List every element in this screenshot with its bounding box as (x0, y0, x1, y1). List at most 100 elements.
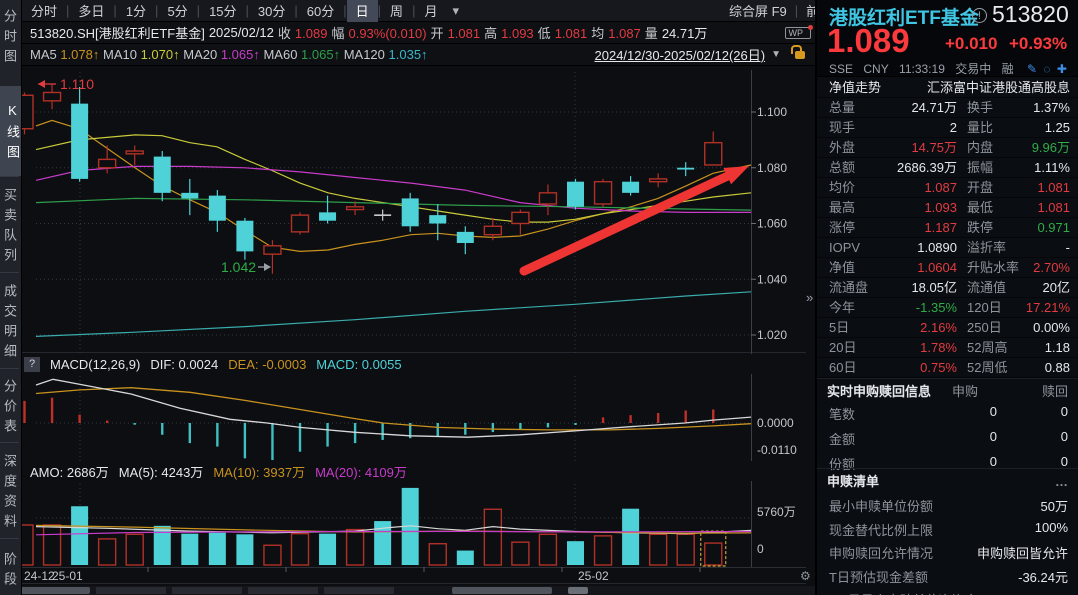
ma-label: MA10 (103, 47, 141, 62)
period-tab-分时[interactable]: 分时 (31, 4, 58, 19)
margin-flag: 融 (1001, 62, 1014, 76)
field-label: 量 (644, 26, 658, 41)
quote-row-均价: 均价 1.087 开盘 1.081 (817, 178, 1078, 198)
left-tab-7[interactable]: 阶段复盘 (0, 538, 19, 595)
macd-value: MACD: 0.0055 (316, 356, 402, 372)
amo-value: AMO: 2686万 (30, 464, 109, 480)
svg-text:25-01: 25-01 (52, 569, 83, 583)
scrollbar-thumb-3[interactable] (568, 587, 588, 594)
tab-divider: | (377, 3, 382, 18)
period-tab-60分[interactable]: 60分 (306, 4, 335, 19)
ma-value: 1.070↑ (140, 47, 184, 62)
price-change-pct: +0.93% (1009, 34, 1068, 53)
collapse-panel-icon[interactable]: » (806, 290, 814, 305)
ma-values-bar: MA5 1.078↑ MA10 1.070↑ MA20 1.065↑ MA60 … (22, 44, 815, 66)
chevron-down-icon[interactable]: ▼ (771, 49, 781, 60)
quote-row-外盘: 外盘 14.75万 内盘 9.96万 (817, 138, 1078, 158)
ma-label: MA5 (30, 47, 61, 62)
left-tab-6[interactable]: 深度资料 (0, 442, 19, 538)
tab-divider: | (245, 3, 249, 18)
tab-divider: | (66, 3, 70, 18)
left-tab-4[interactable]: 成交明细 (0, 272, 19, 368)
plus-icon[interactable]: ✚ (1056, 62, 1067, 76)
period-more-caret-icon[interactable]: ▾ (452, 2, 459, 18)
symbol-label: 513820.SH[港股红利ETF基金] (30, 26, 205, 41)
amo-ma10-value: MA(10): 3937万 (213, 464, 306, 480)
macd-header: ? MACD(12,26,9) DIF: 0.0024 DEA: -0.0003… (22, 354, 815, 374)
quote-panel: 港股红利ETF基金 ! 513820 1.089 +0.010 +0.93% S… (815, 0, 1078, 595)
period-tab-多日[interactable]: 多日 (78, 4, 105, 19)
svg-text:1.040: 1.040 (757, 272, 787, 286)
help-icon[interactable]: ? (24, 356, 40, 372)
period-tab-30分[interactable]: 30分 (257, 4, 286, 19)
field-label: 收 (277, 26, 291, 41)
period-tab-15分[interactable]: 15分 (209, 4, 237, 19)
quote-row-20日: 20日 1.78% 52周高 1.18 (817, 338, 1078, 358)
field-value: 1.081 (447, 26, 481, 41)
quote-panel-header: 港股红利ETF基金 ! 513820 1.089 +0.010 +0.93% S… (817, 0, 1078, 77)
period-tab-1分[interactable]: 1分 (125, 4, 147, 19)
edit-icon[interactable]: ✎ (1026, 62, 1037, 76)
svg-text:0.0000: 0.0000 (757, 416, 794, 430)
svg-text:5760万: 5760万 (757, 505, 796, 519)
price-change: +0.010 (945, 34, 998, 53)
svg-text:1.100: 1.100 (757, 105, 787, 119)
currency-label: CNY (863, 62, 889, 76)
period-tab-月[interactable]: 月 (424, 4, 438, 19)
date-range-label[interactable]: 2024/12/30-2025/02/12(26日) (594, 48, 766, 63)
tab-divider: | (343, 3, 347, 18)
more-icon[interactable]: … (1055, 474, 1068, 489)
svg-text:1.020: 1.020 (757, 328, 787, 342)
left-tab-5[interactable]: 分价表 (0, 368, 19, 442)
info-icon[interactable]: ! (972, 8, 987, 23)
left-tab-3[interactable]: 买卖队列 (0, 176, 19, 272)
subscribe-header: 实时申购赎回信息 申购 赎回 (817, 378, 1078, 402)
field-label: 高 (484, 26, 498, 41)
field-value: 1.087 (608, 26, 641, 41)
unlock-icon[interactable] (791, 44, 805, 59)
ma-value: 1.035↑ (388, 47, 428, 62)
field-value: 1.089 (294, 26, 328, 41)
period-tab-日[interactable]: 日 (346, 0, 378, 22)
scrollbar-thumb[interactable] (8, 587, 90, 594)
time-label: 11:33:19 (899, 62, 945, 76)
menu-item-1[interactable]: 综合屏 F9 (728, 4, 787, 19)
svg-text:1.110: 1.110 (60, 76, 94, 92)
period-toolbar: 分时|多日|1分|5分|15分|30分|60分|日|周|月▾综合屏 F9|前复权… (22, 0, 1078, 22)
quote-row-净值: 净值 1.0604 升贴水率 2.70% (817, 258, 1078, 278)
ma-value: 1.065↑ (220, 47, 264, 62)
ma-label: MA60 (263, 47, 302, 62)
field-label: 均 (591, 26, 605, 41)
left-tab-strip: 分时图 K线图买卖队列成交明细分价表深度资料阶段复盘 (0, 0, 22, 595)
last-price: 1.089 (827, 22, 910, 59)
svg-text:1.080: 1.080 (757, 161, 787, 175)
left-tab-2[interactable]: K线图 (0, 86, 21, 176)
wp-badge-icon[interactable]: WP (784, 24, 813, 39)
tab-divider: | (294, 3, 298, 18)
horizontal-scrollbar[interactable] (0, 586, 815, 595)
svg-text:24-12: 24-12 (24, 569, 55, 583)
field-value: 0.93%(0.010) (348, 26, 427, 41)
scrollbar-thumb-2[interactable] (452, 587, 552, 594)
netvalue-row[interactable]: 净值走势 汇添富中证港股通高股息 (817, 78, 1078, 98)
quote-row-IOPV: IOPV 1.0890 溢折率 - (817, 238, 1078, 258)
left-tab-1[interactable]: 分时图 (0, 0, 19, 78)
tab-divider: | (113, 3, 117, 18)
tab-divider: | (412, 3, 416, 18)
quote-row-流通盘: 流通盘 18.05亿 流通值 20亿 (817, 278, 1078, 298)
macd-dea-value: DEA: -0.0003 (228, 356, 307, 372)
period-tab-5分[interactable]: 5分 (167, 4, 188, 19)
netvalue-label: 净值走势 (829, 80, 882, 95)
ma-label: MA120 (343, 47, 389, 62)
ohlc-fields: 收 1.089 幅 0.93%(0.010) 开 1.081 高 1.093 低 1.081 均 1.… (278, 23, 711, 42)
period-tab-周[interactable]: 周 (390, 4, 404, 19)
amo-ma20-value: MA(20): 4109万 (315, 464, 407, 480)
quote-row-今年: 今年 -1.35% 120日 17.21% (817, 298, 1078, 318)
ma-label: MA20 (183, 47, 221, 62)
field-label: 幅 (331, 26, 345, 41)
circle-icon[interactable]: ◌ (1043, 62, 1051, 76)
field-value: 1.093 (501, 26, 534, 41)
quote-row-现手: 现手 2 量比 1.25 (817, 118, 1078, 138)
ma-value: 1.065↑ (301, 47, 344, 62)
